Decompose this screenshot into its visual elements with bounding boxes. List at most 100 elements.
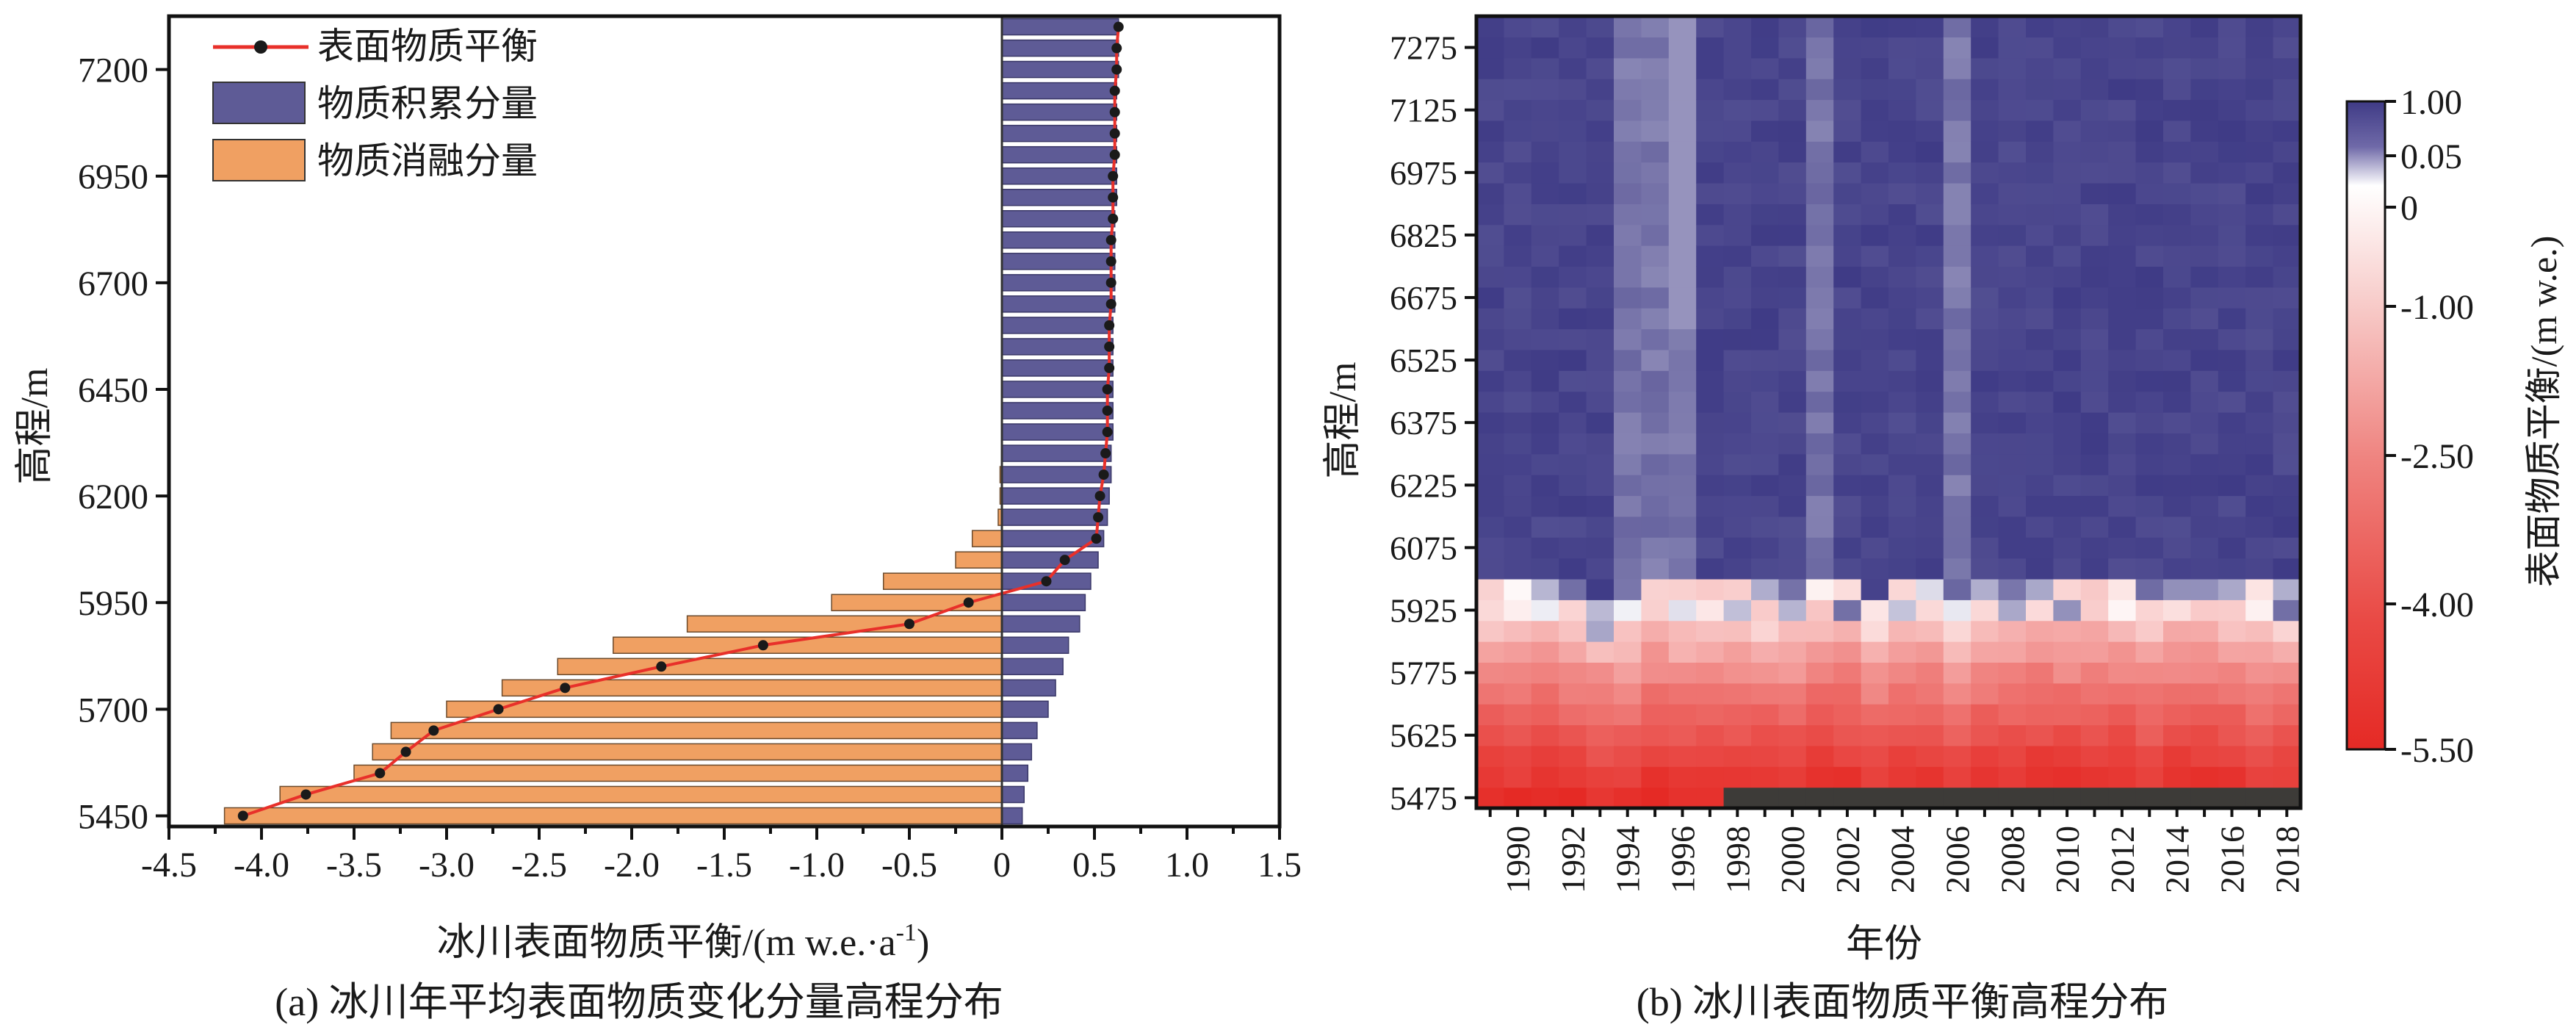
heatmap-cell xyxy=(1833,641,1862,663)
heatmap-cell xyxy=(1805,349,1834,371)
heatmap-cell xyxy=(1861,308,1889,330)
heatmap-cell xyxy=(1861,495,1889,517)
heatmap-cell xyxy=(1641,99,1670,121)
heatmap-cell xyxy=(2245,495,2274,517)
heatmap-cell xyxy=(1531,558,1559,580)
heatmap-cell xyxy=(2273,745,2301,767)
heatmap-cell xyxy=(1586,79,1614,101)
heatmap-cell xyxy=(1943,787,1971,809)
heatmap-cell xyxy=(1833,495,1862,517)
heatmap-cell xyxy=(1504,641,1532,663)
heatmap-cell xyxy=(1888,308,1916,330)
heatmap-cell xyxy=(1614,537,1642,559)
heatmap-cell xyxy=(1943,308,1971,330)
balance-point xyxy=(757,640,768,651)
heatmap-cell xyxy=(2218,308,2246,330)
ablation-bar xyxy=(831,594,1003,611)
heatmap-cell xyxy=(2053,204,2082,226)
heatmap-cell xyxy=(1805,99,1834,121)
x-tick-label: -0.5 xyxy=(881,846,937,885)
accumulation-bar xyxy=(1001,231,1116,249)
heatmap-cell xyxy=(1916,558,1944,580)
heatmap-cell xyxy=(1531,328,1559,350)
heatmap-cell xyxy=(1998,558,2027,580)
heatmap-cell xyxy=(1476,57,1504,79)
balance-point xyxy=(1094,491,1105,502)
heatmap-cell xyxy=(1861,412,1889,433)
heatmap-cell xyxy=(2245,745,2274,767)
accumulation-bar xyxy=(1001,508,1108,526)
heatmap-cell xyxy=(2080,245,2109,267)
heatmap-cell xyxy=(2108,141,2137,163)
heatmap-cell xyxy=(2053,57,2082,79)
accumulation-bar xyxy=(1001,402,1114,419)
heatmap-cell xyxy=(1861,16,1889,37)
heatmap-cell xyxy=(1971,745,1999,767)
heatmap-cell xyxy=(2273,99,2301,121)
heatmap-cell xyxy=(2273,558,2301,580)
heatmap-cell xyxy=(1559,704,1587,726)
heatmap-cell xyxy=(1916,516,1944,538)
heatmap-cell xyxy=(1559,412,1587,433)
heatmap-cell xyxy=(2080,99,2109,121)
heatmap-cell xyxy=(2245,391,2274,413)
heatmap-cell xyxy=(2190,308,2219,330)
heatmap-cell xyxy=(1531,704,1559,726)
heatmap-cell xyxy=(2163,662,2191,684)
heatmap-cell xyxy=(2053,558,2082,580)
heatmap-cell xyxy=(1641,683,1670,705)
heatmap-cell xyxy=(2163,182,2191,204)
heatmap-cell xyxy=(1805,37,1834,59)
heatmap-cell xyxy=(1723,745,1752,767)
heatmap-cell xyxy=(1751,287,1779,309)
heatmap-cell xyxy=(2190,162,2219,184)
heatmap-cell xyxy=(2135,724,2164,746)
heatmap-cell xyxy=(2218,433,2246,455)
heatmap-cell xyxy=(1531,475,1559,497)
heatmap-cell xyxy=(2273,141,2301,163)
heatmap-cell xyxy=(2163,578,2191,600)
heatmap-cell xyxy=(1668,141,1697,163)
heatmap-cell xyxy=(1723,328,1752,350)
heatmap-cell xyxy=(2190,475,2219,497)
heatmap-cell xyxy=(1998,99,2027,121)
heatmap-cell xyxy=(1998,537,2027,559)
heatmap-cell xyxy=(1476,182,1504,204)
x-tick-label: -3.5 xyxy=(326,846,382,885)
x-tick-label: -1.5 xyxy=(696,846,752,885)
heatmap-cell xyxy=(1641,704,1670,726)
heatmap-cell xyxy=(1833,328,1862,350)
heatmap-cell xyxy=(1696,620,1725,642)
heatmap-cell xyxy=(1723,266,1752,288)
heatmap-cell xyxy=(1861,99,1889,121)
heatmap-cell xyxy=(1641,16,1670,37)
x-tick-label: 2004 xyxy=(1884,826,1922,893)
heatmap-cell xyxy=(1559,287,1587,309)
heatmap-cell xyxy=(2218,641,2246,663)
colorbar-tick-label: -2.50 xyxy=(2400,437,2474,476)
heatmap-cell xyxy=(2108,328,2137,350)
heatmap-cell xyxy=(1998,79,2027,101)
heatmap-cell xyxy=(1778,308,1807,330)
heatmap-cell xyxy=(1641,766,1670,788)
heatmap-cell xyxy=(1971,224,1999,246)
heatmap-cell xyxy=(2026,578,2054,600)
accumulation-bar xyxy=(1001,359,1114,377)
heatmap-cell xyxy=(2053,453,2082,475)
heatmap-cell xyxy=(1916,99,1944,121)
heatmap-cell xyxy=(1723,57,1752,79)
heatmap-cell xyxy=(1861,79,1889,101)
heatmap-cell xyxy=(1833,787,1862,809)
heatmap-cell xyxy=(2026,599,2054,622)
heatmap-cell xyxy=(1751,16,1779,37)
heatmap-cell xyxy=(1696,328,1725,350)
heatmap-cell xyxy=(1998,516,2027,538)
accumulation-bar xyxy=(1001,145,1117,164)
heatmap-cell xyxy=(1861,641,1889,663)
heatmap-cell xyxy=(1998,308,2027,330)
heatmap-cell xyxy=(1641,641,1670,663)
y-axis-label-b: 高程/m xyxy=(1322,362,1364,479)
heatmap-cell xyxy=(1751,328,1779,350)
heatmap-cell xyxy=(2135,99,2164,121)
heatmap-cell xyxy=(1943,516,1971,538)
